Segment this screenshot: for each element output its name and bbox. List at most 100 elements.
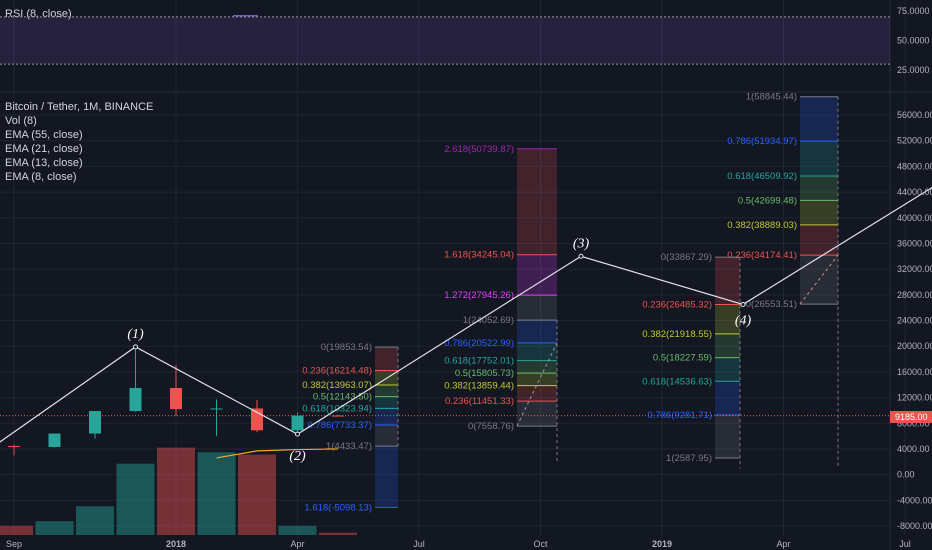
- wave-label: (3): [573, 236, 590, 251]
- legend-ema-13: EMA (13, close): [5, 157, 83, 169]
- candle-body: [210, 408, 223, 410]
- fib-level-label: 0.236(34174.41): [727, 250, 797, 261]
- elliott-wave[interactable]: (1)(2)(3)(4)(5): [0, 159, 932, 464]
- y-tick-label: 28000.00: [897, 290, 932, 300]
- fib-zone: [517, 401, 557, 427]
- fibonacci-drawings[interactable]: 0(19853.54) 0.236(16214.48) 0.382(13963.07…: [302, 92, 839, 514]
- fib-zone: [517, 148, 557, 255]
- volume-bar: [76, 506, 114, 535]
- fib-level-label: 0.236(16214.48): [302, 366, 372, 377]
- fib-zone: [800, 200, 838, 225]
- fib-level-label: 1(24052.69): [463, 315, 514, 326]
- x-tick-label: Oct: [533, 539, 548, 549]
- fib-zone: [800, 224, 838, 256]
- volume-bars: [0, 447, 357, 535]
- fib-level-label: 0.786(9281.71): [648, 410, 712, 421]
- fib-level-label: 0.5(15805.73): [455, 368, 514, 379]
- fib-level-label: 0.236(11451.33): [445, 396, 514, 407]
- volume-bar: [0, 525, 33, 535]
- volume-bar: [35, 521, 74, 535]
- fib-zone: [715, 381, 740, 416]
- fib-level-label: 0.382(13963.07): [302, 380, 372, 391]
- y-tick-label: 52000.00: [897, 136, 932, 146]
- fib-diagonal: [799, 254, 839, 305]
- fib-level-label: 0.786(20522.99): [444, 338, 514, 349]
- fib-level-label: 0.236(26485.32): [642, 300, 712, 311]
- chart-legend: Bitcoin / Tether, 1M, BINANCE Vol (8) EM…: [5, 101, 153, 183]
- fib-level-label: 0(26553.51): [746, 299, 797, 310]
- legend-ema-55: EMA (55, close): [5, 129, 83, 141]
- wave-point[interactable]: [740, 301, 746, 307]
- candles: [0, 347, 890, 456]
- wave-label: (1): [127, 327, 144, 342]
- fib-retracement[interactable]: 2.618(50739.87) 1.618(34245.04) 1.272(2794…: [444, 144, 558, 462]
- fib-level-label: 0(19853.54): [321, 342, 372, 353]
- y-tick-label: 4000.00: [897, 444, 930, 454]
- legend-symbol: Bitcoin / Tether, 1M, BINANCE: [5, 101, 153, 113]
- rsi-tick-label: 75.0000: [897, 6, 930, 16]
- volume-bar: [157, 447, 195, 535]
- y-tick-label: 36000.00: [897, 238, 932, 248]
- volume-bar: [197, 452, 236, 535]
- y-tick-label: 40000.00: [897, 213, 932, 223]
- fib-zone: [715, 333, 740, 358]
- fib-level-label: 1(58845.44): [746, 92, 797, 103]
- fib-zone: [517, 360, 557, 374]
- wave-point[interactable]: [133, 344, 138, 350]
- fib-level-label: 0.382(21918.55): [642, 329, 712, 340]
- x-tick-label: 2019: [652, 539, 672, 549]
- fib-level-label: 1(4433.47): [326, 441, 372, 452]
- ema-55-line: [216, 448, 339, 459]
- wave-point[interactable]: [578, 253, 584, 259]
- fib-zone: [800, 175, 838, 201]
- wave-path[interactable]: [0, 179, 932, 460]
- fib-level-label: 0.786(51934.97): [727, 136, 797, 147]
- candle-body: [170, 387, 182, 410]
- volume-bar: [238, 454, 276, 535]
- fib-zone: [517, 385, 557, 402]
- fib-retracement[interactable]: 0(33867.29) 0.236(26485.32) 0.382(21918.55…: [642, 252, 741, 469]
- fib-level-label: 2.618(50739.87): [444, 144, 514, 155]
- y-tick-label: 8000.00: [897, 418, 930, 428]
- x-tick-label: 2018: [166, 539, 186, 549]
- fib-zone: [715, 415, 740, 459]
- fib-zone: [375, 424, 398, 447]
- fib-zone: [517, 342, 557, 361]
- x-tick-label: Apr: [776, 539, 790, 549]
- fib-level-label: 0.5(42699.48): [738, 195, 797, 206]
- volume-bar: [278, 525, 317, 535]
- time-axis[interactable]: Sep2018AprJulOct2019AprJulOct2020AprJulO…: [6, 539, 932, 549]
- wave-point[interactable]: [295, 431, 300, 437]
- fib-level-label: 0.382(13859.44): [444, 381, 514, 392]
- rsi-band: [0, 16, 890, 65]
- candle-body: [48, 433, 61, 448]
- fib-level-label: 0.786(7733.37): [308, 420, 372, 431]
- fib-zone: [517, 373, 557, 386]
- fib-zone: [715, 357, 740, 382]
- y-tick-label: 12000.00: [897, 393, 932, 403]
- fib-level-label: 0.618(17752.01): [444, 356, 514, 367]
- fib-level-label: 1.618(-5098.13): [304, 502, 372, 513]
- rsi-tick-label: 25.0000: [897, 65, 930, 75]
- fib-level-label: 1(2587.95): [666, 453, 712, 464]
- wave-label: (4): [735, 313, 752, 328]
- candle-body: [291, 415, 304, 431]
- y-tick-label: 16000.00: [897, 367, 932, 377]
- fib-zone: [375, 347, 398, 371]
- y-tick-label: 44000.00: [897, 187, 932, 197]
- candle-body: [129, 387, 142, 412]
- volume-bar: [116, 463, 155, 535]
- legend-ema-21: EMA (21, close): [5, 143, 83, 155]
- fib-zone: [517, 295, 557, 321]
- x-tick-label: Jul: [413, 539, 425, 549]
- fib-level-label: 0.618(46509.92): [727, 171, 797, 182]
- price-tag-box: [890, 411, 932, 423]
- legend-volume: Vol (8): [5, 115, 37, 127]
- fib-zone: [375, 396, 398, 409]
- rsi-tick-label: 50.0000: [897, 36, 930, 46]
- price-tag: 9185.00: [890, 411, 932, 423]
- price-axis[interactable]: 56000.00 52000.00 48000.00 44000.00 40000.00…: [897, 110, 932, 531]
- x-tick-label: Apr: [290, 539, 304, 549]
- fib-zone: [800, 141, 838, 176]
